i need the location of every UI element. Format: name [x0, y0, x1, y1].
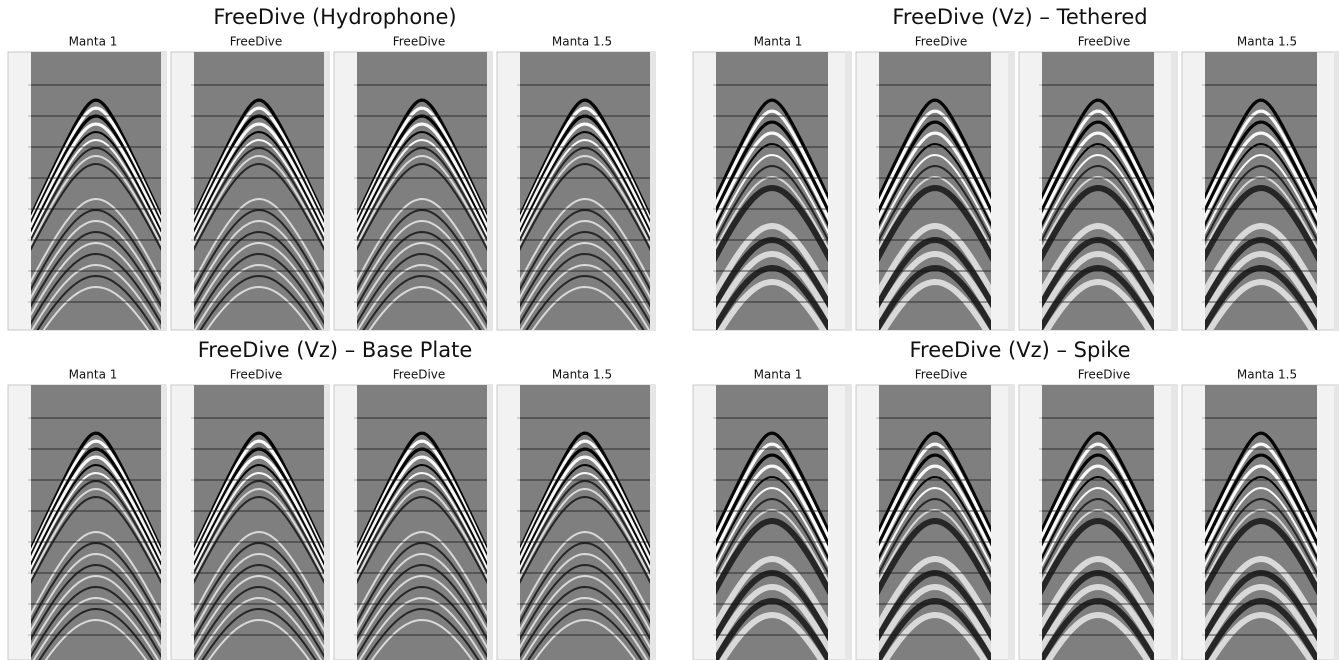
- column-title: Manta 1.5: [552, 35, 612, 49]
- group-title: FreeDive (Vz) – Tethered: [892, 5, 1147, 29]
- column-title: FreeDive: [1078, 368, 1131, 382]
- column-title: Manta 1.5: [1237, 35, 1297, 49]
- scroll-bar: [845, 385, 851, 660]
- column-title: Manta 1.5: [552, 368, 612, 382]
- column-title: FreeDive: [915, 368, 968, 382]
- seismic-image: [874, 52, 994, 346]
- screenshot: FreeDive (Hydrophone)Manta 1FreeDiveFree…: [0, 0, 1339, 660]
- seismic-image: [1200, 52, 1320, 346]
- seismic-image: [26, 385, 164, 660]
- gather-group: FreeDive (Vz) – Tethered Manta 1 FreeDive F…: [693, 5, 1339, 346]
- gather-group: FreeDive (Vz) – Base Plate Manta 1 FreeDiv…: [8, 338, 655, 660]
- column-title: Manta 1: [754, 35, 803, 49]
- scroll-bar: [1334, 52, 1339, 330]
- seismic-image: [352, 385, 490, 660]
- seismic-image: [189, 52, 327, 358]
- column-title: FreeDive: [915, 35, 968, 49]
- column-title: Manta 1: [754, 368, 803, 382]
- group-title: FreeDive (Vz) – Spike: [909, 338, 1130, 362]
- seismic-image: [515, 52, 653, 358]
- scroll-bar: [1008, 52, 1014, 330]
- seismic-image: [26, 52, 164, 358]
- seismic-image: [711, 52, 831, 346]
- seismic-image: [189, 385, 327, 660]
- column-title: FreeDive: [393, 35, 446, 49]
- seismic-image: [352, 52, 490, 358]
- column-title: Manta 1: [69, 35, 118, 49]
- scroll-bar: [845, 52, 851, 330]
- seismic-image: [874, 385, 994, 660]
- seismic-image: [1037, 385, 1157, 660]
- gather-group: FreeDive (Hydrophone) Manta 1 FreeDive Free…: [8, 5, 655, 358]
- column-title: Manta 1.5: [1237, 368, 1297, 382]
- scroll-bar: [1171, 52, 1177, 330]
- column-title: FreeDive: [393, 368, 446, 382]
- seismic-image: [1200, 385, 1320, 660]
- seismic-image: [1037, 52, 1157, 346]
- column-title: FreeDive: [1078, 35, 1131, 49]
- seismic-image: [711, 385, 831, 660]
- column-title: FreeDive: [230, 35, 283, 49]
- scroll-bar: [1334, 385, 1339, 660]
- gather-group: FreeDive (Vz) – Spike Manta 1 FreeDive Free…: [693, 338, 1339, 660]
- scroll-bar: [1008, 385, 1014, 660]
- column-title: Manta 1: [69, 368, 118, 382]
- group-title: FreeDive (Vz) – Base Plate: [198, 338, 473, 362]
- column-title: FreeDive: [230, 368, 283, 382]
- seismic-image: [515, 385, 653, 660]
- scroll-bar: [1171, 385, 1177, 660]
- group-title: FreeDive (Hydrophone): [213, 5, 456, 29]
